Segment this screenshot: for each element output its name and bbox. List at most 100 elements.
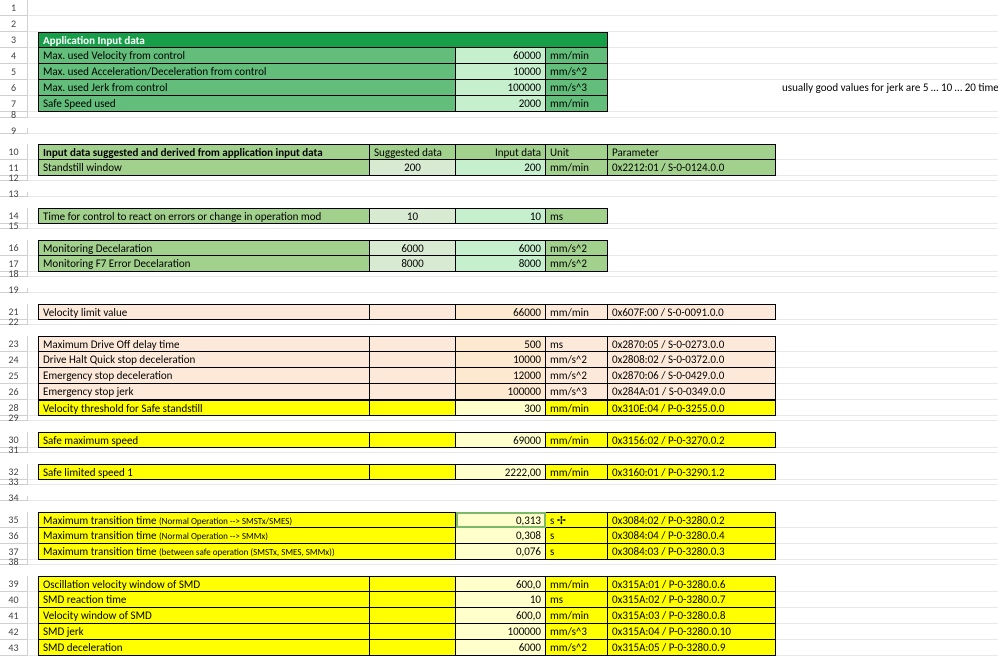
cell-unit[interactable]: mm/min [546,48,608,64]
cell-param[interactable]: 0x315A:01 / P-0-3280.0.6 [608,576,776,592]
cell-param[interactable]: 0x315A:05 / P-0-3280.0.9 [608,640,776,656]
cell-unit[interactable]: mm/min [546,400,608,416]
row-header[interactable]: 18 [0,272,28,277]
row-header[interactable]: 31 [0,448,28,453]
cell-unit[interactable]: ms [546,208,608,224]
row-header[interactable]: 39 [0,576,28,592]
cell-value[interactable]: 0,076 [456,544,546,560]
cell-param[interactable]: 0x3084:02 / P-0-3280.0.2 [608,512,776,528]
cell-unit[interactable]: mm/s^3 [546,80,608,96]
row-header[interactable]: 24 [0,352,28,368]
section2-title[interactable]: Input data suggested and derived from ap… [38,144,370,160]
row-header[interactable]: 12 [0,176,28,181]
cell-label[interactable]: SMD jerk [38,624,370,640]
cell-unit[interactable]: mm/min [546,432,608,448]
cell-label[interactable]: Maximum transition time (Normal Operatio… [38,512,456,528]
cell-param[interactable]: 0x3084:04 / P-0-3280.0.4 [608,528,776,544]
cell-label[interactable]: Monitoring Decelaration [38,240,370,256]
row-header[interactable]: 2 [0,16,28,32]
cell-value[interactable]: 69000 [456,432,546,448]
cell-suggested[interactable]: 10 [370,208,456,224]
cell-unit[interactable]: mm/min [546,608,608,624]
cell-label[interactable]: Standstill window [38,160,370,176]
col-parameter[interactable]: Parameter [608,144,776,160]
cell-unit[interactable]: mm/s^2 [546,640,608,656]
row-header[interactable]: 5 [0,64,28,80]
cell-unit[interactable]: mm/s^2 [546,64,608,80]
cell-label[interactable]: Velocity window of SMD [38,608,370,624]
cell-unit[interactable]: mm/min [546,464,608,480]
cell-value[interactable]: 10000 [456,352,546,368]
cell-unit[interactable]: mm/s^3 [546,624,608,640]
cell-unit[interactable]: mm/min [546,304,608,320]
cell-value[interactable]: 2000 [456,96,546,112]
cell-suggested[interactable]: 8000 [370,256,456,272]
cell-label[interactable]: Max. used Acceleration/Deceleration from… [38,64,456,80]
cell-label[interactable]: Emergency stop deceleration [38,368,370,384]
cell-label[interactable]: Max. used Jerk from control [38,80,456,96]
section1-title[interactable]: Application Input data [38,32,608,48]
row-header[interactable]: 38 [0,560,28,565]
cell-param[interactable]: 0x2870:06 / S-0-0429.0.0 [608,368,776,384]
cell-param[interactable]: 0x2870:05 / S-0-0273.0.0 [608,336,776,352]
row-header[interactable]: 23 [0,336,28,352]
cell-value[interactable]: 500 [456,336,546,352]
cell-param[interactable]: 0x3084:03 / P-0-3280.0.3 [608,544,776,560]
row-header[interactable]: 19 [0,288,28,293]
row-header[interactable]: 36 [0,528,28,544]
cell-value[interactable]: 200 [456,160,546,176]
cell-label[interactable]: Safe maximum speed [38,432,370,448]
cell-param[interactable]: 0x607F:00 / S-0-0091.0.0 [608,304,776,320]
cell-value[interactable]: 300 [456,400,546,416]
cell-value[interactable]: 10 [456,592,546,608]
row-header[interactable]: 35 [0,512,28,528]
cell-param[interactable]: 0x2808:02 / S-0-0372.0.0 [608,352,776,368]
cell-param[interactable]: 0x310E:04 / P-0-3255.0.0 [608,400,776,416]
cell-value[interactable]: 10000 [456,64,546,80]
cell-value[interactable]: 8000 [456,256,546,272]
row-header[interactable]: 16 [0,240,28,256]
cell-label[interactable]: Time for control to react on errors or c… [38,208,370,224]
row-header[interactable]: 42 [0,624,28,640]
cell-param[interactable]: 0x2212:01 / S-0-0124.0.0 [608,160,776,176]
cell-label[interactable]: Drive Halt Quick stop deceleration [38,352,370,368]
cell-param[interactable]: 0x315A:02 / P-0-3280.0.7 [608,592,776,608]
cell-param[interactable]: 0x315A:04 / P-0-3280.0.10 [608,624,776,640]
row-header[interactable]: 33 [0,480,28,485]
cell-value[interactable]: 60000 [456,48,546,64]
cell-param[interactable]: 0x3160:01 / P-0-3290.1.2 [608,464,776,480]
cell-value-selected[interactable]: 0,313 [456,512,546,528]
cell-suggested[interactable]: 200 [370,160,456,176]
row-header[interactable]: 25 [0,368,28,384]
cell-value[interactable]: 100000 [456,384,546,400]
cell-label[interactable]: SMD deceleration [38,640,370,656]
cell-label[interactable]: Monitoring F7 Error Decelaration [38,256,370,272]
cell-unit[interactable]: mm/s^3 [546,384,608,400]
spreadsheet[interactable]: 1 2 3 Application Input data 4 Max. used… [0,0,998,656]
cell-param[interactable]: 0x284A:01 / S-0-0349.0.0 [608,384,776,400]
cell-value[interactable]: 2222,00 [456,464,546,480]
row-header[interactable]: 3 [0,32,28,48]
row-header[interactable]: 34 [0,496,28,501]
row-header[interactable]: 26 [0,384,28,400]
cell-param[interactable]: 0x315A:03 / P-0-3280.0.8 [608,608,776,624]
row-header[interactable]: 22 [0,320,28,325]
cell-label[interactable]: Maximum Drive Off delay time [38,336,370,352]
col-inputdata[interactable]: Input data [456,144,546,160]
row-header[interactable]: 29 [0,416,28,421]
cell-value[interactable]: 12000 [456,368,546,384]
cell-unit[interactable]: mm/s^2 [546,240,608,256]
cell-value[interactable]: 600,0 [456,608,546,624]
cell-unit[interactable]: mm/s^2 [546,256,608,272]
row-header[interactable]: 15 [0,224,28,229]
empty-cell[interactable] [28,0,998,16]
cell-value[interactable]: 66000 [456,304,546,320]
row-header[interactable]: 40 [0,592,28,608]
row-header[interactable]: 41 [0,608,28,624]
cell-unit[interactable]: mm/s^2 [546,368,608,384]
cell-unit[interactable]: s ✢ [546,512,608,528]
cell-label[interactable]: Maximum transition time (Normal Operatio… [38,528,456,544]
cell-label[interactable]: Max. used Velocity from control [38,48,456,64]
cell-unit[interactable]: mm/min [546,576,608,592]
row-header[interactable]: 9 [0,128,28,134]
